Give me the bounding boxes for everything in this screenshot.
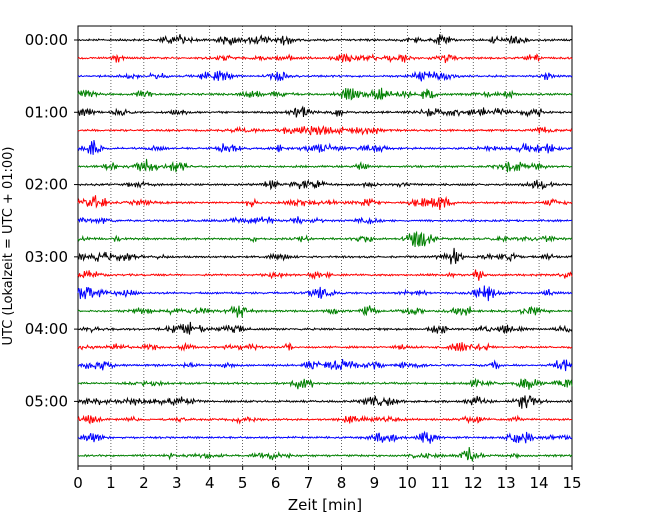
seismogram-trace xyxy=(77,359,573,372)
seismogram-trace xyxy=(77,158,573,173)
plot-frame xyxy=(77,25,573,467)
x-tick-label: 1 xyxy=(106,474,116,492)
x-tick-label: 8 xyxy=(337,474,347,492)
seismogram-trace xyxy=(77,179,573,191)
x-tick-label: 3 xyxy=(172,474,182,492)
x-tick-label: 10 xyxy=(398,474,417,492)
y-tick-label: 04:00 xyxy=(25,320,68,338)
seismogram-trace xyxy=(77,139,573,155)
y-axis-label: UTC (Lokalzeit = UTC + 01:00) xyxy=(1,147,16,346)
y-tick-label: 02:00 xyxy=(25,176,68,194)
seismogram-trace xyxy=(77,216,573,225)
seismogram-trace xyxy=(77,341,573,353)
seismogram-trace xyxy=(77,195,573,210)
x-tick-label: 9 xyxy=(370,474,380,492)
y-tick-label: 01:00 xyxy=(25,103,68,121)
seismogram-trace xyxy=(77,87,573,101)
seismogram-trace xyxy=(77,414,573,425)
seismogram-trace xyxy=(77,305,573,318)
seismogram-trace xyxy=(77,33,573,46)
seismogram-trace xyxy=(77,52,573,64)
y-tick-label: 03:00 xyxy=(25,248,68,266)
x-tick-label: 7 xyxy=(304,474,314,492)
x-tick-label: 11 xyxy=(431,474,450,492)
x-tick-label: 4 xyxy=(205,474,215,492)
seismogram-trace xyxy=(77,105,573,118)
x-axis-ticks: 0 1 2 3 4 5 6 7 8 9 10 11 12 13 14 15 xyxy=(73,466,582,492)
y-tick-label: 00:00 xyxy=(25,31,68,49)
seismogram-trace xyxy=(77,377,573,390)
seismogram-trace xyxy=(77,247,573,265)
x-tick-label: 12 xyxy=(464,474,483,492)
x-tick-label: 0 xyxy=(73,474,83,492)
x-tick-label: 15 xyxy=(562,474,581,492)
seismogram-trace xyxy=(77,125,573,136)
y-tick-label: 05:00 xyxy=(25,392,68,410)
x-tick-label: 6 xyxy=(271,474,281,492)
x-tick-label: 5 xyxy=(238,474,248,492)
x-tick-label: 14 xyxy=(530,474,549,492)
seismogram-trace xyxy=(77,395,573,409)
seismogram-trace xyxy=(77,430,573,444)
seismogram-trace xyxy=(77,285,573,302)
y-axis-ticks: 00:00 01:00 02:00 03:00 04:00 05:00 xyxy=(25,31,78,410)
x-tick-label: 2 xyxy=(139,474,149,492)
seismogram-trace xyxy=(77,269,573,281)
vertical-gridlines xyxy=(110,26,540,466)
x-axis-label: Zeit [min] xyxy=(288,496,362,514)
seismogram-trace xyxy=(77,321,573,335)
x-tick-label: 13 xyxy=(497,474,516,492)
seismogram-trace xyxy=(77,70,573,82)
seismogram-traces xyxy=(77,33,573,462)
seismogram-trace xyxy=(77,230,573,248)
seismogram-trace xyxy=(77,447,573,462)
